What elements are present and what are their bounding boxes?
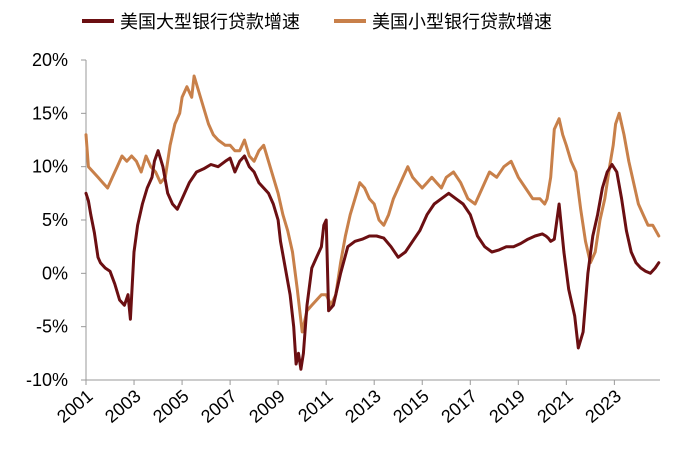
x-tick-label: 2001 [53, 386, 97, 427]
x-tick-label: 2007 [197, 386, 241, 427]
x-tick-label: 2013 [341, 386, 385, 427]
series-line-large-banks [84, 149, 661, 371]
y-tick-label: 10% [32, 157, 68, 177]
x-tick-label: 2019 [485, 386, 529, 427]
chart-legend: 美国大型银行贷款增速 美国小型银行贷款增速 [82, 8, 552, 34]
legend-item-small-banks: 美国小型银行贷款增速 [334, 8, 552, 34]
series-lines [84, 74, 661, 371]
x-tick-label: 2021 [533, 386, 577, 427]
y-tick-label: 5% [42, 210, 68, 230]
legend-label-large-banks: 美国大型银行贷款增速 [120, 12, 300, 33]
y-tick-label: 15% [32, 103, 68, 123]
series-line-small-banks [84, 74, 661, 334]
x-tick-label: 2003 [101, 386, 145, 427]
x-tick-label: 2015 [389, 386, 433, 427]
x-axis-ticks: 2001 2003 2005 2007 2009 2011 2013 2015 2017 2019… [53, 380, 625, 427]
x-tick-label: 2009 [245, 386, 289, 427]
y-axis-ticks: 20% 15% 10% 5% 0% -5% -10% [26, 50, 86, 390]
legend-swatch-small-banks [334, 19, 366, 23]
x-tick-label: 2017 [437, 386, 481, 427]
x-tick-label: 2023 [581, 386, 625, 427]
y-tick-label: -10% [26, 370, 68, 390]
x-tick-label: 2011 [294, 386, 337, 426]
y-tick-label: 20% [32, 50, 68, 70]
x-tick-label: 2005 [149, 386, 193, 427]
legend-label-small-banks: 美国小型银行贷款增速 [372, 12, 552, 33]
chart-axes [85, 60, 660, 381]
legend-item-large-banks: 美国大型银行贷款增速 [82, 8, 300, 34]
legend-swatch-large-banks [82, 19, 114, 23]
y-tick-label: -5% [36, 317, 68, 337]
y-tick-label: 0% [42, 263, 68, 283]
